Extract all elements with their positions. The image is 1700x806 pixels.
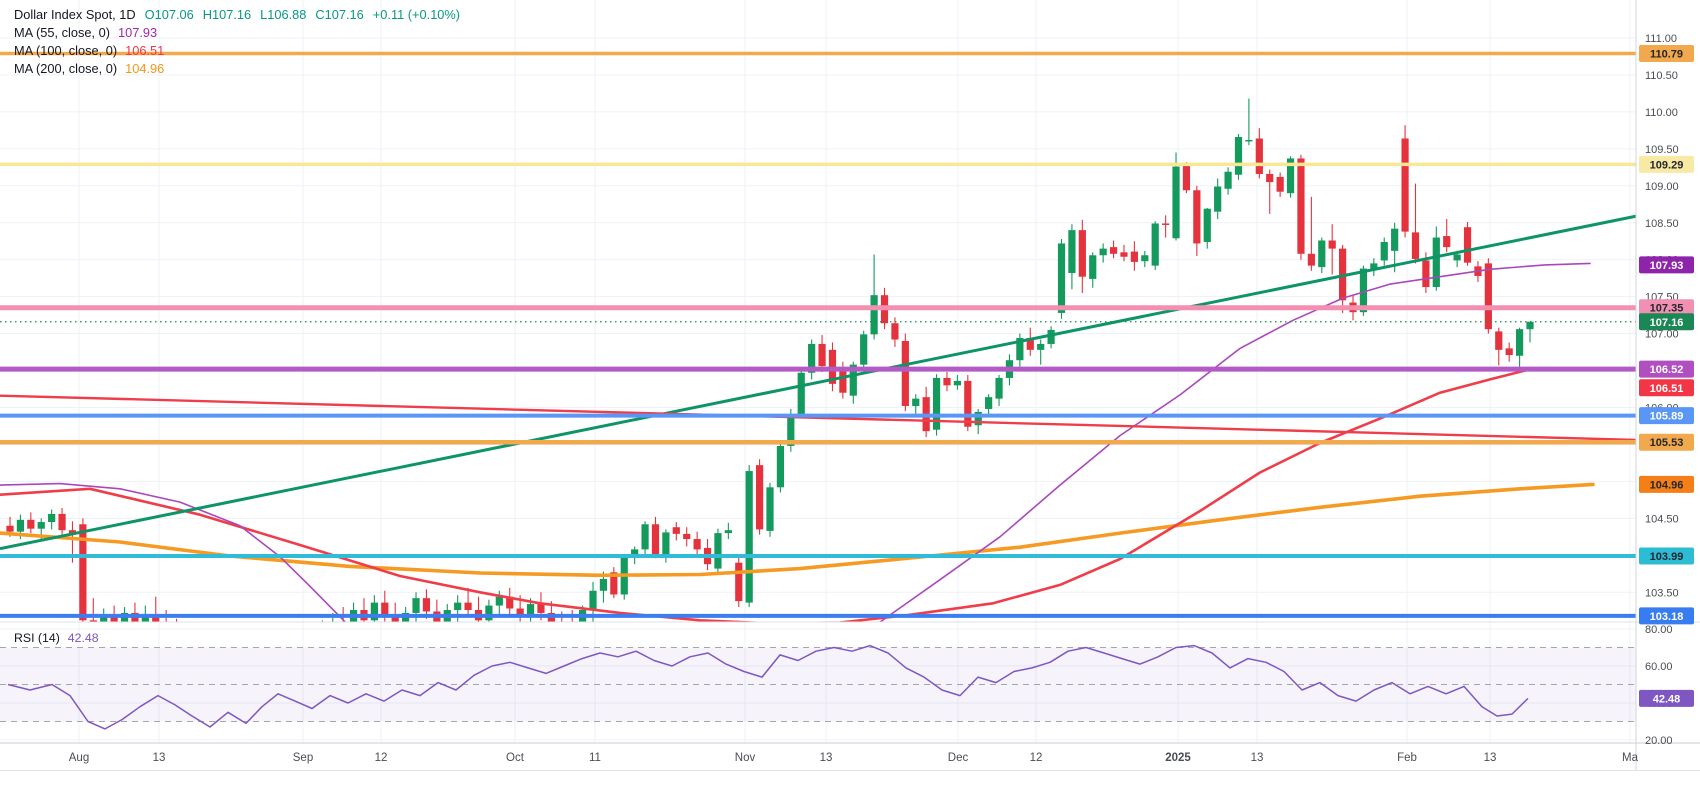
legend: Dollar Index Spot, 1D O107.06 H107.16 L106.… [14, 6, 460, 78]
ascending-trendline[interactable] [0, 214, 1640, 551]
svg-text:Aug: Aug [69, 752, 89, 764]
svg-text:107.00: 107.00 [1645, 329, 1679, 341]
svg-text:12: 12 [375, 752, 388, 764]
svg-text:109.50: 109.50 [1645, 144, 1679, 156]
ma200-value: 104.96 [125, 61, 165, 76]
ma100-value: 106.51 [125, 43, 165, 58]
svg-text:2025: 2025 [1165, 752, 1191, 764]
svg-text:80.00: 80.00 [1645, 624, 1673, 636]
price-badge [1639, 547, 1694, 565]
svg-text:103.18: 103.18 [1650, 611, 1684, 623]
price-badge [1639, 299, 1694, 317]
svg-text:107.16: 107.16 [1650, 317, 1684, 329]
time-axis[interactable]: Aug 13 Sep 12 Oct 11 Nov 13 Dec 12 2025 13 Feb 13 Ma [69, 752, 1639, 764]
svg-text:109.29: 109.29 [1650, 159, 1684, 171]
svg-text:12: 12 [1030, 752, 1043, 764]
svg-text:103.99: 103.99 [1650, 551, 1684, 563]
svg-text:13: 13 [153, 752, 166, 764]
ma55-line [0, 262, 1591, 622]
svg-text:106.52: 106.52 [1650, 364, 1684, 376]
svg-text:Feb: Feb [1397, 752, 1417, 764]
svg-text:60.00: 60.00 [1645, 661, 1673, 673]
price-badge [1639, 407, 1694, 425]
rsi-line [7, 644, 1529, 730]
horizontal-gridlines [0, 37, 1636, 741]
price-badge [1639, 313, 1694, 331]
ohlc-change: +0.11 (+0.10%) [372, 7, 461, 22]
svg-text:104.96: 104.96 [1650, 479, 1684, 491]
axis-badges: 110.79 109.29 107.93 107.35 107.16 106.52 106.… [1639, 45, 1694, 707]
price-badge [1639, 689, 1694, 707]
svg-text:107.93: 107.93 [1650, 260, 1684, 272]
svg-text:11: 11 [589, 752, 601, 764]
ohlc-close: C107.16 [315, 7, 364, 22]
price-badge [1639, 379, 1694, 397]
ma200-line [0, 482, 1595, 578]
svg-text:Nov: Nov [735, 752, 756, 764]
svg-text:108.50: 108.50 [1645, 218, 1679, 230]
svg-text:Dec: Dec [948, 752, 969, 764]
price-badge [1639, 256, 1694, 274]
svg-text:105.89: 105.89 [1650, 411, 1684, 423]
svg-text:13: 13 [1251, 752, 1264, 764]
ohlc-open: O107.06 [144, 7, 194, 22]
rsi-pane[interactable] [0, 644, 1636, 730]
price-badge [1639, 475, 1694, 493]
chart-canvas[interactable]: 111.00110.50110.00109.50109.00108.50108.… [0, 0, 1700, 771]
svg-text:Sep: Sep [293, 752, 313, 764]
svg-text:106.51: 106.51 [1650, 383, 1684, 395]
price-badge [1639, 360, 1694, 378]
svg-text:104.50: 104.50 [1645, 513, 1679, 525]
svg-text:110.50: 110.50 [1645, 70, 1678, 82]
footer: TradingView Hubtrading [0, 771, 1700, 806]
svg-text:105.53: 105.53 [1650, 437, 1684, 449]
ma55-legend-row[interactable]: MA (55, close, 0) 107.93 [14, 25, 158, 40]
price-badge [1639, 607, 1694, 625]
svg-text:42.48: 42.48 [1653, 693, 1681, 705]
svg-text:103.50: 103.50 [1645, 587, 1679, 599]
svg-text:20.00: 20.00 [1645, 735, 1673, 747]
symbol-title: Dollar Index Spot, 1D [14, 7, 136, 22]
ma55-value: 107.93 [118, 25, 158, 40]
svg-text:111.00: 111.00 [1645, 33, 1677, 45]
ohlc-low: L106.88 [260, 7, 307, 22]
price-badge [1639, 45, 1694, 63]
symbol-row[interactable]: Dollar Index Spot, 1D O107.06 H107.16 L106.… [14, 6, 460, 24]
ohlc-high: H107.16 [202, 7, 252, 22]
svg-text:13: 13 [1484, 752, 1497, 764]
ma100-legend-row[interactable]: MA (100, close, 0) 106.51 [14, 43, 165, 58]
chart-area: 111.00110.50110.00109.50109.00108.50108.… [0, 0, 1700, 771]
ma100-line [0, 368, 1530, 622]
price-badge [1639, 155, 1694, 173]
rsi-value: 42.48 [67, 631, 99, 645]
svg-text:107.35: 107.35 [1650, 303, 1684, 315]
svg-text:110.79: 110.79 [1650, 49, 1683, 61]
rsi-label: RSI (14) [14, 631, 60, 645]
svg-text:13: 13 [820, 752, 833, 764]
svg-text:110.00: 110.00 [1645, 107, 1678, 119]
descending-trendline[interactable] [0, 394, 1640, 442]
ma200-legend-row[interactable]: MA (200, close, 0) 104.96 [14, 61, 165, 76]
rsi-legend-row[interactable]: RSI (14) 42.48 [14, 631, 99, 645]
svg-text:Ma: Ma [1622, 752, 1639, 764]
svg-text:Oct: Oct [506, 752, 525, 764]
svg-text:109.00: 109.00 [1645, 181, 1679, 193]
price-badge [1639, 433, 1694, 451]
